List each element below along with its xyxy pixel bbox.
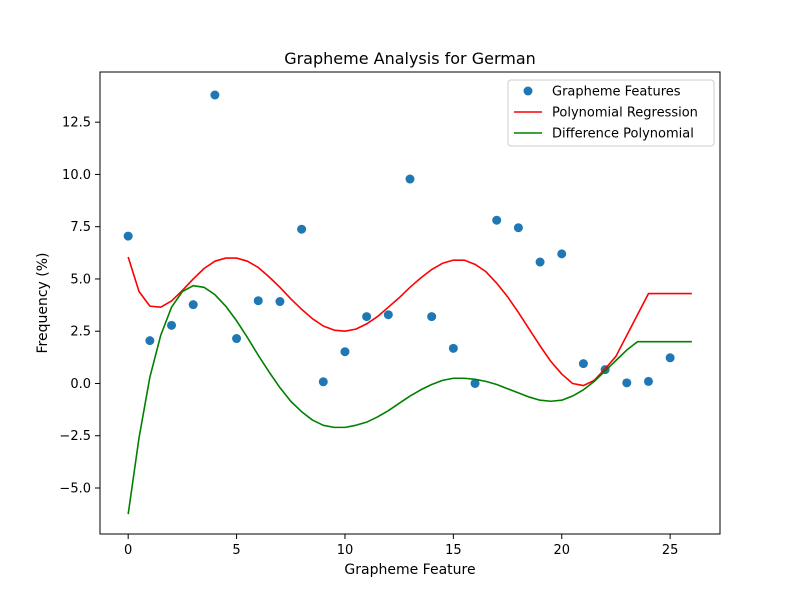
scatter-point	[188, 300, 198, 310]
scatter-point	[492, 215, 502, 225]
scatter-point	[448, 343, 458, 353]
scatter-point	[643, 376, 653, 386]
series-layer	[123, 90, 692, 515]
legend-marker	[523, 86, 533, 96]
scatter-point	[123, 231, 133, 241]
y-tick-label: 0.0	[70, 377, 91, 392]
y-axis-label: Frequency (%)	[35, 252, 51, 353]
x-tick-label: 5	[232, 543, 240, 558]
plot-frame	[99, 71, 721, 535]
plot-area	[100, 72, 720, 534]
regression-line	[127, 256, 692, 387]
scatter-point	[297, 224, 307, 234]
y-tick-label: 7.5	[70, 220, 91, 235]
y-tick-label: −2.5	[59, 429, 91, 444]
x-tick-label: 15	[445, 543, 462, 558]
chart-title: Grapheme Analysis for German	[284, 49, 536, 68]
legend-box	[507, 79, 715, 147]
scatter-point	[167, 320, 177, 330]
scatter-point	[622, 378, 632, 388]
scatter-point	[275, 297, 285, 307]
scatter-point	[513, 223, 523, 233]
scatter-point	[232, 334, 242, 344]
scatter-point	[210, 90, 220, 100]
y-tick-label: 10.0	[62, 168, 91, 183]
scatter-point	[362, 312, 372, 322]
scatter-point	[340, 347, 350, 357]
scatter-point	[145, 336, 155, 346]
difference-line	[127, 284, 692, 515]
scatter-point	[318, 377, 328, 387]
scatter-point	[427, 312, 437, 322]
scatter-point	[535, 257, 545, 267]
scatter-point	[405, 174, 415, 184]
y-tick-label: −5.0	[59, 482, 91, 497]
scatter-point	[557, 249, 567, 259]
legend-label: Difference Polynomial	[552, 127, 694, 142]
x-axis: 0 5 10 15 20 25	[124, 534, 678, 558]
x-tick-label: 20	[553, 543, 570, 558]
scatter-point	[578, 359, 588, 369]
x-tick-label: 10	[337, 543, 354, 558]
scatter-point	[470, 378, 480, 388]
x-axis-label: Grapheme Feature	[344, 562, 475, 578]
legend: Grapheme Features Polynomial Regression Di…	[507, 79, 715, 147]
x-tick-label: 25	[662, 543, 679, 558]
y-tick-label: 12.5	[62, 116, 91, 131]
scatter-series	[123, 90, 675, 388]
x-tick-label: 0	[124, 543, 132, 558]
y-tick-label: 2.5	[70, 325, 91, 340]
y-axis: −5.0 −2.5 0.0 2.5 5.0 7.5 10.0 12.5	[59, 116, 100, 497]
legend-label: Grapheme Features	[552, 85, 681, 100]
y-tick-label: 5.0	[70, 272, 91, 287]
scatter-point	[383, 310, 393, 320]
scatter-point	[665, 353, 675, 363]
legend-label: Polynomial Regression	[552, 106, 698, 121]
scatter-point	[253, 296, 263, 306]
